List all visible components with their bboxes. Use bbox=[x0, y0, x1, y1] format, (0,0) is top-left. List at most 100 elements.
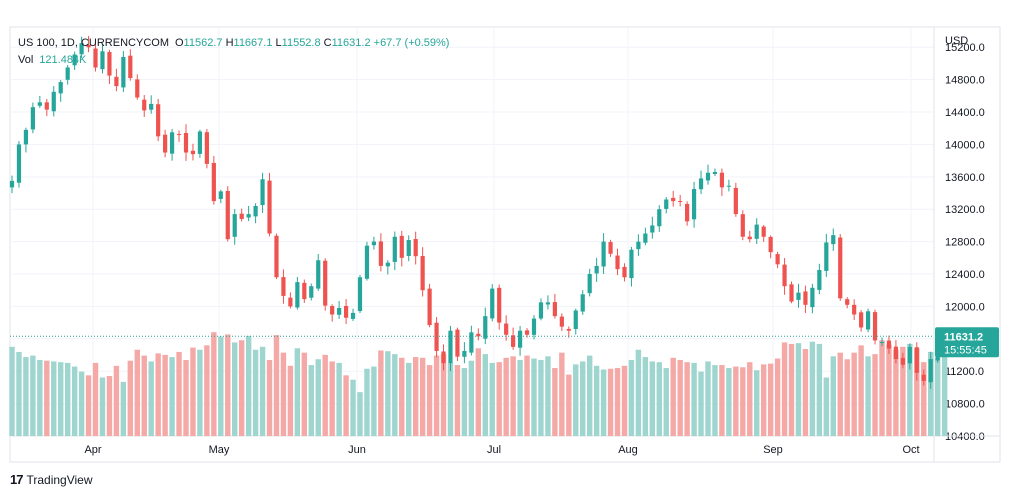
candle-body bbox=[149, 103, 154, 110]
volume-bar bbox=[190, 347, 196, 436]
candle-body bbox=[664, 199, 669, 209]
month-tick-label: Apr bbox=[84, 444, 101, 456]
candle-body bbox=[142, 99, 147, 111]
candle-body bbox=[246, 214, 251, 218]
candle-body bbox=[754, 224, 759, 239]
volume-bar bbox=[851, 352, 857, 436]
candle-body bbox=[524, 330, 530, 335]
volume-bar bbox=[934, 357, 941, 436]
candle-body bbox=[698, 178, 704, 190]
volume-bar bbox=[273, 335, 280, 436]
volume-bar bbox=[287, 365, 294, 436]
volume-bar bbox=[698, 371, 704, 436]
volume-bar bbox=[30, 355, 36, 436]
candle-body bbox=[107, 52, 112, 76]
volume-bar bbox=[64, 362, 71, 436]
close-value: 11631.2 bbox=[331, 37, 371, 49]
volume-bar bbox=[454, 365, 461, 436]
volume-bar bbox=[559, 352, 565, 436]
volume-bar bbox=[774, 358, 781, 436]
volume-bar bbox=[795, 343, 802, 436]
low-value: 11552.8 bbox=[281, 37, 321, 49]
volume-bar bbox=[545, 356, 551, 436]
candle-body bbox=[337, 308, 342, 315]
volume-bar bbox=[781, 342, 788, 436]
candle-body bbox=[893, 346, 899, 360]
symbol-label[interactable]: US 100, 1D, CURRENCYCOM bbox=[18, 37, 169, 49]
candle-body bbox=[302, 282, 307, 300]
candle-body bbox=[740, 214, 745, 237]
volume-bar bbox=[705, 361, 711, 436]
volume-bar bbox=[412, 357, 419, 436]
candle-body bbox=[615, 255, 620, 270]
candle-body bbox=[747, 236, 752, 240]
candle-body bbox=[330, 306, 335, 315]
volume-bar bbox=[788, 343, 795, 436]
candle-body bbox=[163, 134, 168, 153]
volume-bar bbox=[44, 360, 50, 436]
tradingview-logo-icon: 17 bbox=[10, 472, 24, 487]
volume-bar bbox=[510, 356, 516, 436]
candle-body bbox=[441, 351, 446, 364]
volume-bar bbox=[280, 352, 287, 436]
month-tick-label: Jun bbox=[348, 444, 366, 456]
low-label: L bbox=[275, 37, 282, 49]
volume-bar bbox=[663, 368, 669, 436]
volume-bar bbox=[573, 364, 579, 436]
volume-bar bbox=[656, 362, 662, 436]
candle-body bbox=[260, 179, 265, 206]
volume-bar bbox=[127, 360, 134, 436]
volume-bar bbox=[538, 359, 544, 436]
candle-body bbox=[511, 335, 516, 347]
volume-bar bbox=[426, 365, 433, 436]
open-value: 11562.7 bbox=[183, 37, 223, 49]
candle-body bbox=[469, 332, 474, 353]
price-tick-label: 11200.0 bbox=[945, 366, 984, 378]
candle-body bbox=[392, 236, 397, 262]
candle-body bbox=[316, 260, 321, 289]
volume-bar bbox=[371, 366, 377, 436]
candle-body bbox=[434, 322, 439, 351]
volume-bar bbox=[642, 357, 649, 436]
volume-bar bbox=[740, 367, 746, 436]
candle-body bbox=[65, 67, 70, 80]
open-label: O bbox=[174, 37, 184, 49]
volume-bar bbox=[865, 356, 871, 436]
candle-body bbox=[705, 172, 711, 181]
volume-label[interactable]: Vol bbox=[18, 54, 34, 66]
volume-bar bbox=[364, 368, 370, 436]
volume-bar bbox=[419, 357, 426, 436]
candle-body bbox=[218, 191, 223, 199]
volume-bar bbox=[566, 374, 572, 436]
volume-bar bbox=[308, 365, 314, 436]
candle-body bbox=[685, 203, 690, 222]
candle-body bbox=[796, 292, 801, 300]
candle-body bbox=[16, 144, 22, 183]
candle-body bbox=[552, 302, 557, 317]
candle-body bbox=[267, 180, 272, 234]
candle-body bbox=[643, 233, 648, 243]
candle-body bbox=[817, 269, 822, 290]
candle-body bbox=[79, 43, 84, 55]
candle-body bbox=[406, 240, 411, 256]
tradingview-footer[interactable]: 17 TradingView bbox=[10, 472, 93, 487]
candle-body bbox=[872, 312, 878, 341]
candle-body bbox=[86, 44, 91, 48]
chart-legend: US 100, 1D, CURRENCYCOM O11562.7 H11667.1… bbox=[18, 35, 449, 69]
candle-body bbox=[810, 287, 815, 308]
candle-body bbox=[921, 374, 926, 381]
volume-bar bbox=[322, 354, 328, 436]
candle-body bbox=[420, 255, 425, 291]
price-tick-label: 14800.0 bbox=[945, 75, 985, 87]
volume-bar bbox=[350, 379, 356, 436]
volume-bar bbox=[503, 357, 509, 436]
volume-bar bbox=[378, 350, 384, 436]
volume-bar bbox=[71, 366, 78, 436]
volume-bar bbox=[315, 359, 321, 436]
candle-body bbox=[490, 288, 495, 319]
volume-bar bbox=[211, 332, 217, 436]
volume-bar bbox=[357, 392, 363, 436]
candle-body bbox=[838, 237, 843, 299]
candle-body bbox=[413, 239, 418, 257]
